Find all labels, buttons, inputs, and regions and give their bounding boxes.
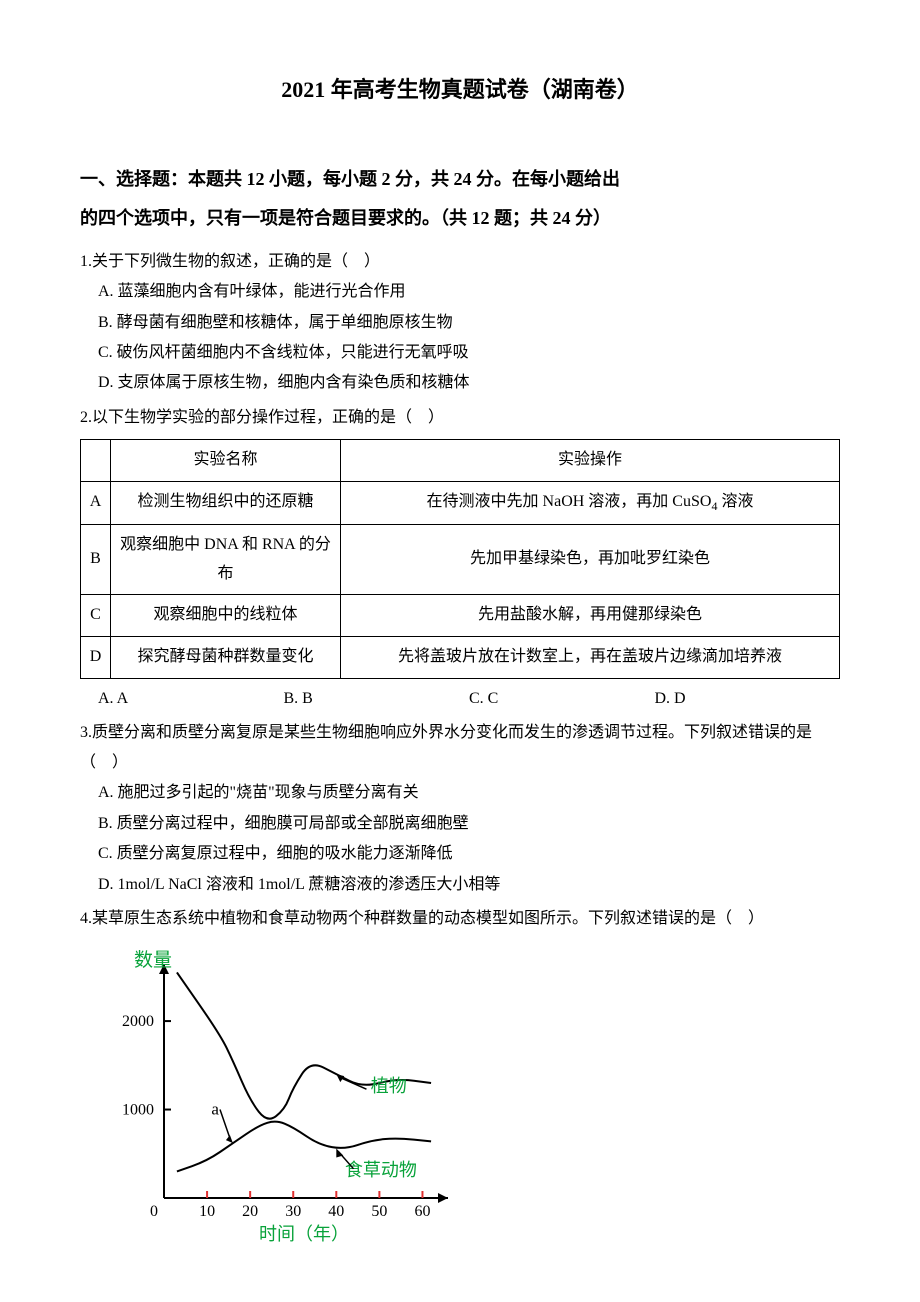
q1-option-c: C. 破伤风杆菌细胞内不含线粒体，只能进行无氧呼吸 [80, 338, 840, 368]
row-name-d: 探究酵母菌种群数量变化 [111, 637, 341, 679]
op-text: 在待测液中先加 NaOH 溶液，再加 CuSO [427, 493, 712, 510]
q2-answer-row: A. A B. B C. C D. D [80, 685, 840, 714]
row-label-b: B [81, 524, 111, 595]
svg-text:a: a [211, 1100, 219, 1119]
header-blank [81, 440, 111, 482]
svg-text:0: 0 [150, 1203, 158, 1220]
row-label-d: D [81, 637, 111, 679]
table-row: C 观察细胞中的线粒体 先用盐酸水解，再用健那绿染色 [81, 595, 840, 637]
svg-text:数量: 数量 [134, 949, 172, 971]
op-tail: 溶液 [717, 493, 753, 510]
svg-text:60: 60 [414, 1203, 430, 1220]
q3-stem-line2: （ ） [80, 748, 840, 778]
svg-text:食草动物: 食草动物 [345, 1160, 417, 1180]
q1-option-b: B. 酵母菌有细胞壁和核糖体，属于单细胞原核生物 [80, 308, 840, 338]
svg-text:30: 30 [285, 1203, 301, 1220]
row-op-b: 先加甲基绿染色，再加吡罗红染色 [341, 524, 840, 595]
row-name-a: 检测生物组织中的还原糖 [111, 481, 341, 524]
q4-stem: 4.某草原生态系统中植物和食草动物两个种群数量的动态模型如图所示。下列叙述错误的… [80, 904, 840, 934]
row-op-c: 先用盐酸水解，再用健那绿染色 [341, 595, 840, 637]
q2-table: 实验名称 实验操作 A 检测生物组织中的还原糖 在待测液中先加 NaOH 溶液，… [80, 439, 840, 679]
population-chart: 10 20 30 40 50 60 1000 2000 0 数量时间（年） a 植物食草动物 [94, 948, 840, 1248]
question-1: 1.关于下列微生物的叙述，正确的是（ ） A. 蓝藻细胞内含有叶绿体，能进行光合… [80, 247, 840, 399]
q3-option-c: C. 质壁分离复原过程中，细胞的吸水能力逐渐降低 [80, 839, 840, 869]
row-op-a: 在待测液中先加 NaOH 溶液，再加 CuSO4 溶液 [341, 481, 840, 524]
table-row: B 观察细胞中 DNA 和 RNA 的分布 先加甲基绿染色，再加吡罗红染色 [81, 524, 840, 595]
svg-text:植物: 植物 [371, 1076, 407, 1096]
svg-text:10: 10 [199, 1203, 215, 1220]
header-op: 实验操作 [341, 440, 840, 482]
q2-ans-a: A. A [98, 685, 284, 714]
question-2: 2.以下生物学实验的部分操作过程，正确的是（ ） 实验名称 实验操作 A 检测生… [80, 403, 840, 714]
section-heading-line2: 的四个选项中，只有一项是符合题目要求的。（共 12 题；共 24 分） [80, 199, 840, 239]
row-op-d: 先将盖玻片放在计数室上，再在盖玻片边缘滴加培养液 [341, 637, 840, 679]
row-name-c: 观察细胞中的线粒体 [111, 595, 341, 637]
q3-option-b: B. 质壁分离过程中，细胞膜可局部或全部脱离细胞壁 [80, 809, 840, 839]
exam-title: 2021 年高考生物真题试卷（湖南卷） [80, 70, 840, 110]
table-row: 实验名称 实验操作 [81, 440, 840, 482]
q1-option-d: D. 支原体属于原核生物，细胞内含有染色质和核糖体 [80, 368, 840, 398]
row-name-b: 观察细胞中 DNA 和 RNA 的分布 [111, 524, 341, 595]
q2-ans-b: B. B [284, 685, 470, 714]
q2-ans-c: C. C [469, 685, 655, 714]
chart-svg: 10 20 30 40 50 60 1000 2000 0 数量时间（年） a 植物食草动物 [94, 948, 474, 1248]
row-label-c: C [81, 595, 111, 637]
q2-stem: 2.以下生物学实验的部分操作过程，正确的是（ ） [80, 403, 840, 433]
svg-text:时间（年）: 时间（年） [259, 1224, 349, 1244]
q3-option-a: A. 施肥过多引起的"烧苗"现象与质壁分离有关 [80, 778, 840, 808]
table-row: A 检测生物组织中的还原糖 在待测液中先加 NaOH 溶液，再加 CuSO4 溶… [81, 481, 840, 524]
q1-stem: 1.关于下列微生物的叙述，正确的是（ ） [80, 247, 840, 277]
q1-option-a: A. 蓝藻细胞内含有叶绿体，能进行光合作用 [80, 277, 840, 307]
svg-text:2000: 2000 [122, 1013, 154, 1030]
table-row: D 探究酵母菌种群数量变化 先将盖玻片放在计数室上，再在盖玻片边缘滴加培养液 [81, 637, 840, 679]
q3-stem-line1: 3.质壁分离和质壁分离复原是某些生物细胞响应外界水分变化而发生的渗透调节过程。下… [80, 718, 840, 748]
row-label-a: A [81, 481, 111, 524]
question-4: 4.某草原生态系统中植物和食草动物两个种群数量的动态模型如图所示。下列叙述错误的… [80, 904, 840, 934]
svg-text:20: 20 [242, 1203, 258, 1220]
q2-ans-d: D. D [655, 685, 841, 714]
svg-text:40: 40 [328, 1203, 344, 1220]
section-heading: 一、选择题：本题共 12 小题，每小题 2 分，共 24 分。在每小题给出 的四… [80, 160, 840, 239]
q3-option-d: D. 1mol/L NaCl 溶液和 1mol/L 蔗糖溶液的渗透压大小相等 [80, 870, 840, 900]
svg-text:50: 50 [371, 1203, 387, 1220]
header-name: 实验名称 [111, 440, 341, 482]
question-3: 3.质壁分离和质壁分离复原是某些生物细胞响应外界水分变化而发生的渗透调节过程。下… [80, 718, 840, 900]
section-heading-line1: 一、选择题：本题共 12 小题，每小题 2 分，共 24 分。在每小题给出 [80, 160, 840, 200]
svg-text:1000: 1000 [122, 1102, 154, 1119]
